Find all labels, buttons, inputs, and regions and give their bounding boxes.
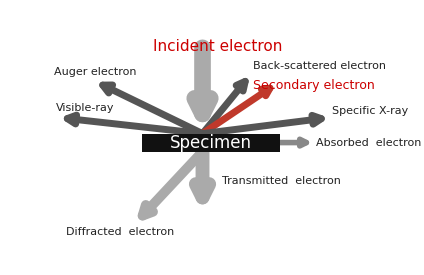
Text: Specimen: Specimen	[170, 134, 252, 152]
Text: Absorbed  electron: Absorbed electron	[316, 138, 421, 148]
Text: Diffracted  electron: Diffracted electron	[66, 227, 174, 237]
Text: Specific X-ray: Specific X-ray	[332, 106, 409, 116]
Text: Incident electron: Incident electron	[153, 39, 282, 54]
Text: Transmitted  electron: Transmitted electron	[222, 176, 341, 186]
Text: Auger electron: Auger electron	[54, 67, 137, 78]
Text: Secondary electron: Secondary electron	[253, 79, 375, 92]
Text: Back-scattered electron: Back-scattered electron	[254, 61, 386, 71]
Text: Visible-ray: Visible-ray	[56, 103, 115, 114]
Bar	[142, 134, 280, 152]
